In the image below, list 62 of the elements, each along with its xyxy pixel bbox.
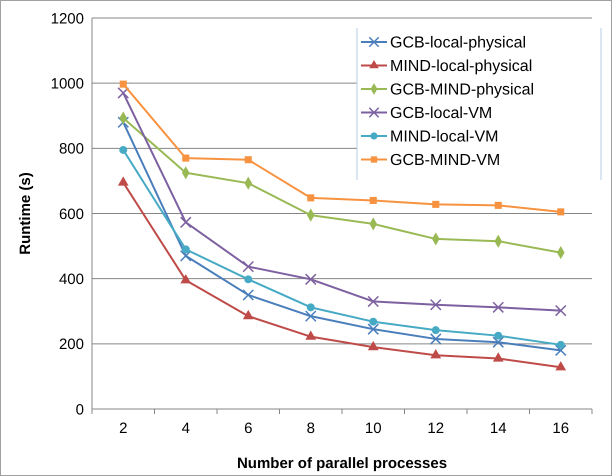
point — [557, 208, 564, 216]
point — [492, 352, 504, 362]
point — [304, 273, 317, 286]
legend-label: GCB-MIND-VM — [390, 152, 500, 170]
y-axis-title: Runtime (s) — [17, 172, 34, 255]
point — [119, 146, 128, 154]
point — [492, 301, 504, 314]
x-tick-label: 10 — [364, 420, 382, 437]
y-tick-label: 400 — [58, 270, 84, 288]
point — [180, 274, 192, 284]
legend-label: GCB-MIND-physical — [390, 82, 534, 99]
point — [117, 87, 130, 99]
point — [305, 330, 316, 340]
point — [368, 340, 379, 350]
point — [182, 154, 190, 162]
point — [242, 289, 254, 301]
point — [304, 310, 317, 322]
x-tick-label: 12 — [427, 420, 444, 437]
point — [120, 80, 127, 88]
y-tick-label: 200 — [58, 336, 84, 354]
point — [370, 196, 377, 204]
point — [494, 202, 502, 209]
y-tick-label: 0 — [76, 401, 84, 418]
point — [554, 304, 567, 316]
point — [307, 194, 314, 202]
point — [182, 245, 190, 254]
x-tick-label: 2 — [119, 420, 128, 437]
x-tick-label: 8 — [306, 420, 315, 437]
point — [367, 323, 380, 336]
point — [432, 326, 440, 334]
y-tick-label: 600 — [58, 206, 84, 223]
point — [244, 156, 252, 164]
point — [494, 332, 502, 340]
y-tick-label: 1200 — [50, 10, 84, 28]
point — [180, 216, 192, 228]
legend-label: GCB-local-VM — [390, 105, 492, 122]
legend-label: MIND-local-VM — [390, 128, 498, 146]
point — [492, 336, 504, 348]
point — [180, 250, 192, 262]
x-tick-label: 6 — [244, 420, 252, 437]
point — [430, 333, 442, 345]
point — [555, 361, 566, 370]
y-tick-label: 1000 — [50, 75, 84, 92]
x-tick-label: 14 — [490, 420, 507, 437]
point — [242, 260, 254, 272]
point — [369, 318, 378, 326]
x-tick-label: 4 — [182, 420, 190, 437]
point — [430, 298, 442, 311]
point — [244, 275, 252, 284]
point — [306, 303, 315, 312]
point — [432, 200, 440, 208]
point — [430, 349, 442, 358]
point — [117, 116, 130, 128]
x-axis-title: Number of parallel processes — [236, 455, 448, 472]
x-tick-label: 16 — [552, 420, 570, 437]
point — [556, 340, 565, 349]
point — [367, 296, 380, 308]
legend-label: GCB-local-physical — [390, 34, 526, 52]
y-tick-label: 800 — [58, 140, 84, 158]
point — [554, 344, 567, 356]
legend-label: MIND-local-physical — [390, 58, 532, 76]
point — [242, 310, 254, 320]
